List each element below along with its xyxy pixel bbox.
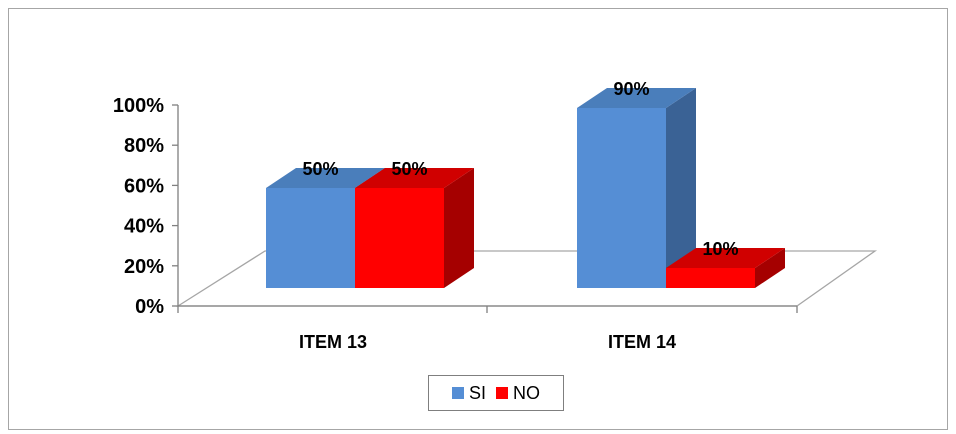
data-label: 50% (302, 159, 338, 179)
legend-item-si: SI (451, 382, 486, 404)
legend-label-si: SI (468, 382, 486, 403)
bar-front (666, 268, 755, 288)
legend-swatch-si (451, 387, 464, 399)
bar-front (577, 108, 666, 288)
y-tick-label: 0% (135, 296, 164, 318)
y-tick-label: 40% (124, 216, 164, 238)
data-labels: 50% 50% 90% 10% (302, 79, 738, 259)
legend-label-no: NO (513, 382, 540, 403)
y-tick-label: 100% (113, 95, 164, 117)
bar-top (577, 88, 696, 108)
bar-no-1 (355, 168, 474, 288)
bar-side (666, 88, 696, 288)
bar-front (355, 188, 444, 288)
bar-front (266, 188, 355, 288)
y-axis: 0% 20% 40% 60% 80% 100% (113, 95, 798, 318)
x-axis: ITEM 13 ITEM 14 (299, 332, 676, 352)
bar-top (666, 248, 785, 268)
bar-top (355, 168, 474, 188)
bar-top (266, 168, 385, 188)
y-tick-label: 20% (124, 256, 164, 278)
bar-no-2 (666, 248, 785, 288)
legend-swatch-no (496, 387, 508, 399)
legend-item-no: NO (496, 383, 540, 404)
y-tick-label: 60% (124, 175, 164, 197)
bar-side (755, 248, 785, 288)
y-tick-label: 80% (124, 135, 164, 157)
x-category-label: ITEM 14 (608, 332, 676, 352)
bar-si-2 (577, 88, 696, 288)
data-label: 50% (391, 159, 427, 179)
bar-side (444, 168, 474, 288)
x-category-label: ITEM 13 (299, 332, 367, 352)
bars (266, 88, 785, 288)
chart-frame (8, 8, 948, 430)
data-label: 10% (702, 239, 738, 259)
data-label: 90% (613, 79, 649, 99)
legend: SI NO (428, 375, 564, 411)
